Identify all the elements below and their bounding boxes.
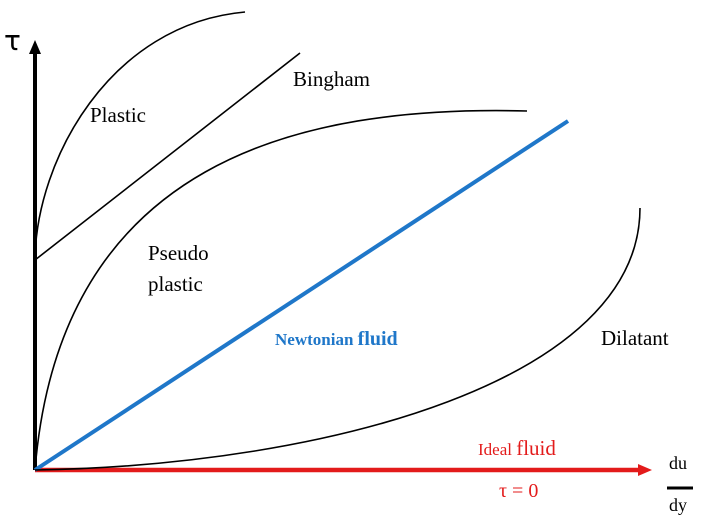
y-axis-label: τ: [4, 24, 21, 57]
bingham-line: [34, 52, 301, 261]
du-label: du: [669, 453, 687, 473]
ideal-fluid-label-prefix: Ideal: [478, 440, 516, 459]
pseudo-plastic-label-line1: Pseudo: [148, 241, 209, 265]
y-axis-arrowhead: [29, 40, 41, 54]
bingham-label: Bingham: [293, 67, 370, 91]
plastic-label: Plastic: [90, 103, 146, 127]
newtonian-label: Newtonian fluid: [275, 328, 398, 350]
plastic-curve: [34, 11, 246, 470]
x-axis-arrowhead: [638, 464, 652, 476]
dy-label: dy: [669, 495, 687, 515]
ideal-fluid-label: Ideal fluid: [478, 436, 556, 460]
newtonian-label-prefix: Newtonian: [275, 330, 358, 349]
newtonian-label-suffix: fluid: [358, 328, 398, 350]
dilatant-label: Dilatant: [601, 326, 669, 350]
pseudo-plastic-curve: [34, 109, 528, 471]
pseudo-plastic-label-line2: plastic: [148, 272, 203, 296]
tau-zero-label: τ = 0: [499, 480, 538, 502]
newtonian-line: [33, 119, 570, 472]
ideal-fluid-label-suffix: fluid: [516, 436, 556, 460]
dilatant-curve: [34, 207, 641, 471]
